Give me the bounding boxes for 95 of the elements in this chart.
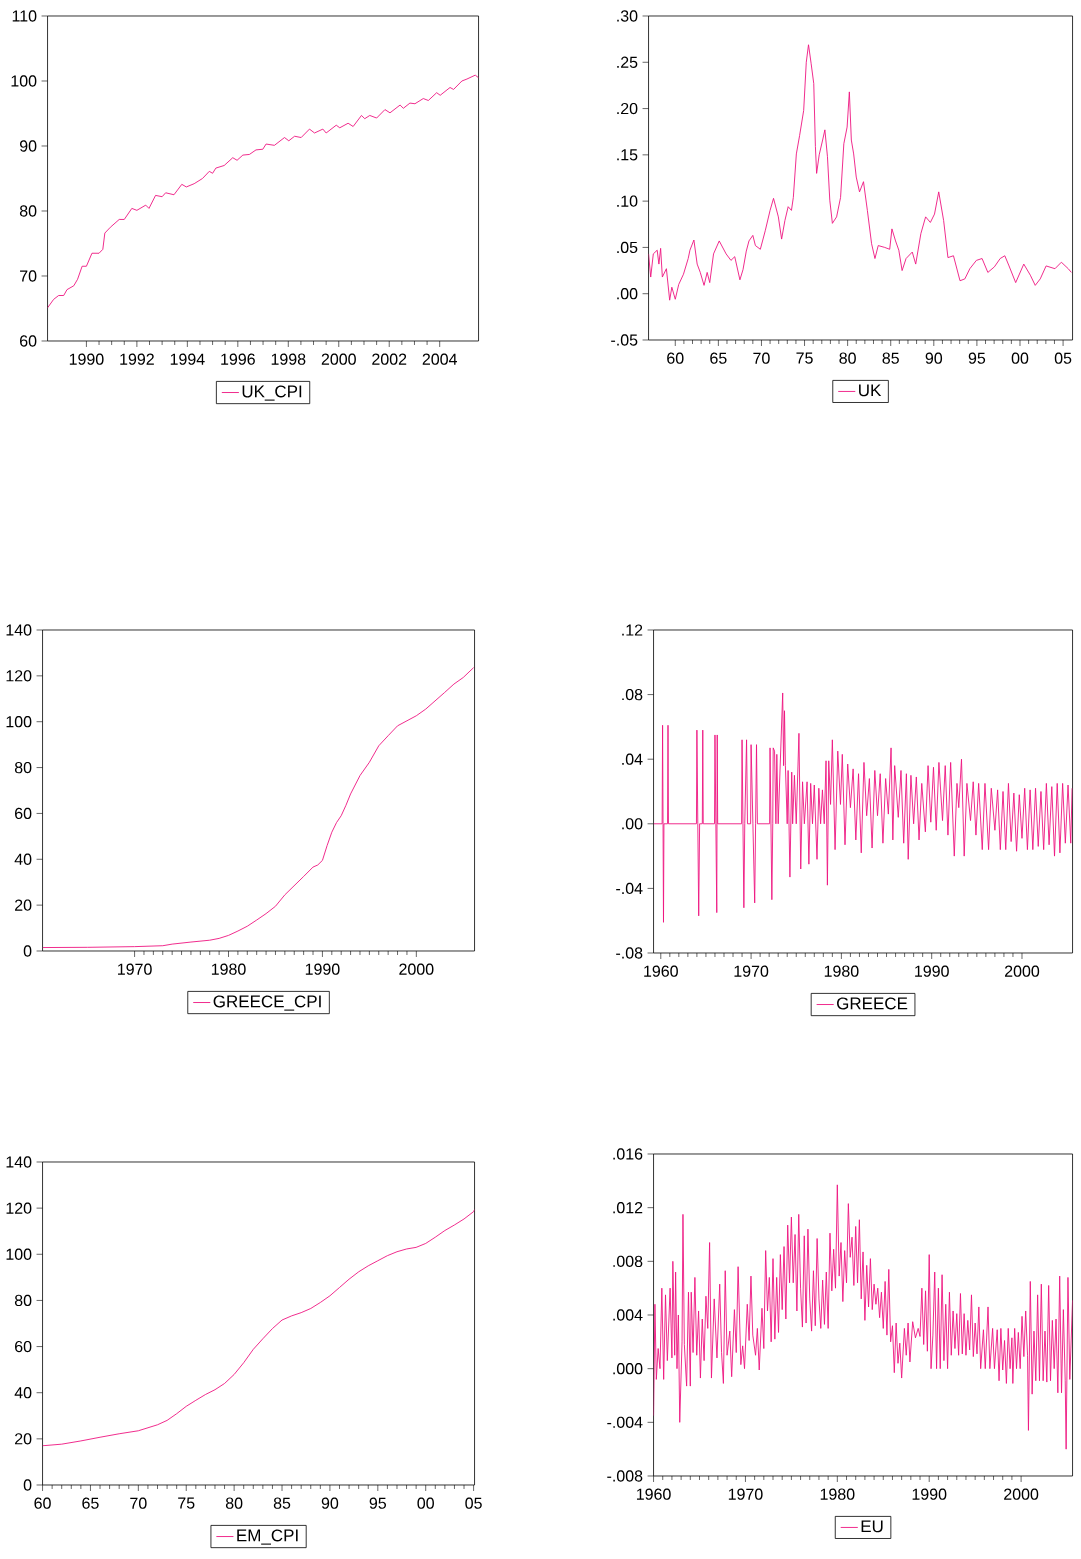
- x-tick-label: 90: [925, 352, 943, 364]
- line-series: [42, 1209, 475, 1447]
- y-tick-label: 100: [6, 716, 32, 728]
- line-series: [648, 44, 1073, 301]
- y-tick-label: .25: [617, 56, 638, 68]
- x-tick-label: 70: [130, 1497, 147, 1509]
- x-tick-label: 75: [178, 1497, 195, 1509]
- x-tick-label: 1990: [912, 1488, 947, 1500]
- y-tick-label: .00: [622, 818, 643, 830]
- legend-label: GREECE: [837, 997, 908, 1010]
- x-tick-label: 1990: [915, 965, 950, 977]
- x-tick-label: 65: [82, 1497, 99, 1509]
- x-tick-label: 1970: [729, 1488, 763, 1500]
- line-series: [653, 1184, 1073, 1450]
- y-tick-label: 20: [15, 899, 32, 911]
- x-tick-label: 80: [839, 352, 857, 364]
- x-tick-label: 80: [226, 1497, 243, 1509]
- x-tick-label: 00: [417, 1497, 435, 1509]
- y-tick-label: .004: [613, 1309, 643, 1321]
- y-tick-label: .30: [617, 10, 638, 22]
- x-tick-label: 60: [34, 1497, 52, 1509]
- x-tick-label: 60: [667, 352, 684, 364]
- x-tick-label: 85: [882, 352, 900, 364]
- x-tick-label: 1980: [820, 1488, 855, 1500]
- y-tick-label: .10: [617, 195, 638, 207]
- x-tick-label: 70: [753, 352, 770, 364]
- y-tick-label: 40: [14, 853, 32, 865]
- y-tick-label: 120: [6, 670, 32, 682]
- y-tick-label: .12: [622, 624, 643, 636]
- y-tick-label: -.08: [616, 947, 643, 959]
- x-tick-label: 85: [274, 1497, 291, 1509]
- y-tick-label: 90: [20, 140, 37, 152]
- x-tick-label: 2002: [372, 353, 407, 365]
- y-tick-label: 20: [15, 1433, 32, 1445]
- y-tick-label: 80: [15, 1294, 32, 1307]
- y-tick-label: 40: [14, 1387, 32, 1399]
- y-tick-label: 140: [6, 624, 32, 636]
- x-tick-label: 1970: [118, 963, 152, 975]
- y-tick-label: 70: [20, 270, 37, 282]
- x-tick-label: 90: [321, 1497, 339, 1509]
- y-tick-label: -.008: [607, 1470, 643, 1482]
- x-tick-label: 65: [710, 352, 727, 364]
- legend-label: UK_CPI: [242, 385, 302, 401]
- x-tick-label: 95: [369, 1497, 387, 1509]
- y-tick-label: .000: [613, 1363, 643, 1375]
- y-tick-label: 60: [15, 1340, 32, 1353]
- x-tick-label: 1990: [306, 963, 340, 975]
- legend-label: EM_CPI: [237, 1529, 298, 1545]
- y-tick-label: .05: [617, 241, 638, 254]
- x-tick-label: 2000: [399, 963, 434, 975]
- x-tick-label: 1992: [120, 353, 155, 365]
- y-tick-label: 120: [6, 1202, 32, 1214]
- x-tick-label: 05: [1055, 352, 1072, 364]
- y-tick-label: 60: [20, 335, 37, 347]
- y-tick-label: -.04: [616, 882, 643, 895]
- y-tick-label: 80: [15, 761, 32, 774]
- x-tick-label: 1994: [171, 353, 205, 365]
- x-tick-label: 1970: [734, 965, 769, 977]
- y-tick-label: 100: [6, 1248, 32, 1260]
- x-tick-label: 1960: [644, 965, 679, 977]
- legend-label: GREECE_CPI: [213, 995, 321, 1011]
- y-tick-label: .08: [622, 688, 643, 701]
- legend-label: EU: [861, 1520, 883, 1533]
- x-tick-label: 2000: [1004, 1488, 1039, 1500]
- y-tick-label: .04: [622, 753, 643, 765]
- y-tick-label: 140: [6, 1156, 32, 1168]
- y-tick-label: 0: [23, 1479, 32, 1491]
- y-tick-label: 110: [12, 10, 37, 22]
- y-tick-label: .016: [613, 1148, 643, 1160]
- x-tick-label: 1998: [271, 353, 306, 365]
- y-tick-label: .00: [617, 288, 638, 300]
- x-tick-label: 1960: [637, 1488, 671, 1500]
- x-tick-label: 95: [968, 352, 986, 364]
- y-tick-label: 60: [15, 807, 32, 820]
- x-tick-label: 1990: [70, 353, 104, 365]
- y-tick-label: .15: [617, 149, 638, 161]
- y-tick-label: .012: [613, 1202, 643, 1214]
- x-tick-label: 00: [1011, 352, 1029, 364]
- y-tick-label: -.004: [607, 1416, 643, 1428]
- x-tick-label: 05: [465, 1497, 483, 1509]
- y-tick-label: 80: [20, 205, 37, 217]
- x-tick-label: 2004: [422, 353, 458, 365]
- line-series: [47, 74, 479, 309]
- x-tick-label: 1996: [221, 353, 256, 365]
- x-tick-label: 2000: [321, 353, 357, 365]
- x-tick-label: 1980: [212, 963, 246, 975]
- x-tick-label: 2000: [1005, 965, 1040, 977]
- x-tick-label: 75: [796, 352, 813, 364]
- y-tick-label: 0: [23, 945, 32, 957]
- y-tick-label: .008: [613, 1255, 643, 1267]
- legend-label: UK: [859, 384, 882, 397]
- y-tick-label: .20: [617, 102, 638, 115]
- y-tick-label: 100: [11, 75, 37, 87]
- x-tick-label: 1980: [825, 965, 859, 977]
- y-tick-label: -.05: [611, 334, 638, 346]
